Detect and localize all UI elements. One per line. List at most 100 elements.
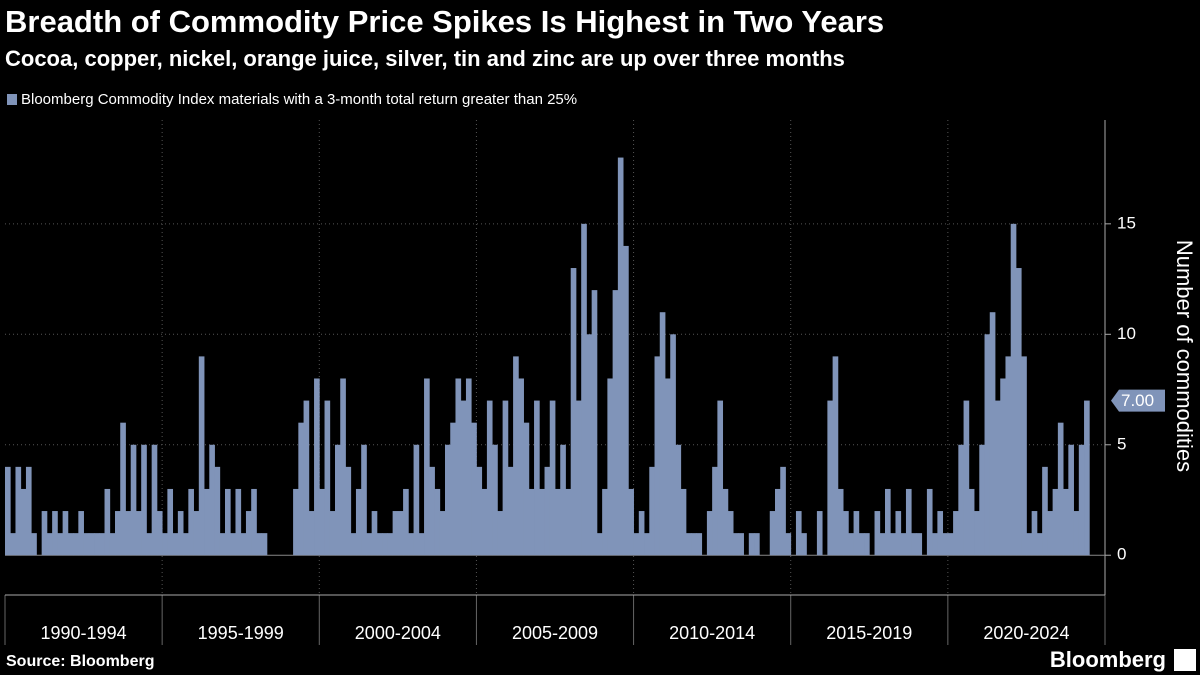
bar [827, 400, 834, 556]
bar [523, 422, 530, 556]
bar [319, 488, 325, 556]
bar [685, 533, 692, 556]
bar [115, 511, 121, 556]
bar [1052, 488, 1059, 556]
bar [575, 400, 582, 556]
bar [225, 488, 231, 556]
bar [151, 444, 158, 556]
last-value-tag [1111, 389, 1165, 412]
bar [261, 533, 268, 556]
bar [387, 533, 394, 556]
bar [15, 466, 22, 556]
bar [335, 444, 341, 556]
bar [974, 511, 980, 556]
bar [837, 488, 844, 556]
bar [1026, 533, 1033, 556]
bar [31, 533, 37, 556]
bar [518, 378, 524, 556]
y-tick-label: 0 [1117, 545, 1126, 564]
bar [612, 290, 619, 556]
bar [591, 290, 598, 556]
bar [345, 466, 352, 556]
bar [460, 400, 467, 556]
bar [240, 533, 247, 556]
bar [83, 533, 90, 556]
bar [1068, 444, 1074, 556]
bar [418, 533, 425, 556]
bar [1015, 268, 1022, 556]
bar [727, 511, 734, 556]
x-tick-label: 1990-1994 [41, 623, 127, 643]
bar [497, 511, 504, 556]
bar [230, 533, 236, 556]
bar [135, 511, 142, 556]
bar [623, 245, 629, 556]
bar [780, 466, 786, 556]
y-tick-label: 5 [1117, 434, 1126, 453]
bar [245, 511, 252, 556]
bar [932, 533, 938, 556]
bar [502, 400, 509, 556]
bar [308, 511, 315, 556]
bar [156, 511, 163, 556]
y-axis-label: Number of commodities [1172, 240, 1197, 472]
bar [450, 422, 456, 556]
bar [413, 444, 420, 556]
bar [1084, 400, 1090, 556]
bar [712, 466, 718, 556]
bar [549, 400, 556, 556]
bar [848, 533, 854, 556]
bar [408, 533, 414, 556]
bar [177, 511, 184, 556]
bar [905, 488, 912, 556]
bar [560, 444, 566, 556]
bar [691, 533, 697, 556]
bar [555, 488, 561, 556]
bar [534, 400, 540, 556]
bar [900, 533, 907, 556]
bar [324, 400, 331, 556]
bar [858, 533, 865, 556]
bar [628, 488, 634, 556]
bar [649, 466, 655, 556]
brand: Bloomberg [1050, 647, 1166, 672]
bar [895, 511, 902, 556]
bar [167, 488, 174, 556]
bar [198, 356, 205, 556]
bar [1000, 378, 1006, 556]
x-tick-label: 2000-2004 [355, 623, 441, 643]
bar [607, 378, 614, 556]
bar [775, 488, 781, 556]
bar [120, 422, 126, 556]
bar [188, 488, 194, 556]
bar [1036, 533, 1043, 556]
bar [209, 444, 215, 556]
bar [680, 488, 687, 556]
bar [1005, 356, 1012, 556]
bar [586, 334, 593, 556]
bar [303, 400, 310, 556]
bar [769, 511, 776, 556]
x-tick-label: 2010-2014 [669, 623, 755, 643]
bar [937, 511, 944, 556]
bar [911, 533, 917, 556]
bar [355, 488, 362, 556]
bar [926, 488, 933, 556]
bar [371, 511, 378, 556]
bar [795, 511, 802, 556]
bar [314, 378, 320, 556]
bar [465, 378, 472, 556]
bar [513, 356, 519, 556]
bar [403, 488, 409, 556]
brand-icon [1174, 649, 1196, 671]
bar [963, 400, 970, 556]
bar [675, 444, 682, 556]
bar [1063, 488, 1069, 556]
bar [853, 511, 860, 556]
bar [958, 444, 964, 556]
bar [953, 511, 959, 556]
bar [424, 378, 430, 556]
bar [455, 378, 462, 556]
bar [125, 511, 132, 556]
